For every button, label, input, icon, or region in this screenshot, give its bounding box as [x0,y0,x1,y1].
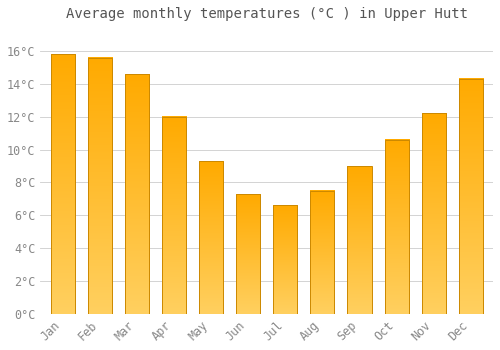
Bar [162,117,186,314]
Bar [236,194,260,314]
Bar [50,54,74,314]
Bar [50,54,74,314]
Bar [422,113,446,314]
Bar [384,140,408,314]
Bar [273,205,297,314]
Bar [310,191,334,314]
Bar [162,117,186,314]
Bar [348,166,372,314]
Bar [124,74,149,314]
Bar [88,57,112,314]
Bar [273,205,297,314]
Bar [88,57,112,314]
Bar [310,191,334,314]
Title: Average monthly temperatures (°C ) in Upper Hutt: Average monthly temperatures (°C ) in Up… [66,7,468,21]
Bar [199,161,223,314]
Bar [458,79,483,314]
Bar [348,166,372,314]
Bar [236,194,260,314]
Bar [458,79,483,314]
Bar [124,74,149,314]
Bar [199,161,223,314]
Bar [422,113,446,314]
Bar [384,140,408,314]
